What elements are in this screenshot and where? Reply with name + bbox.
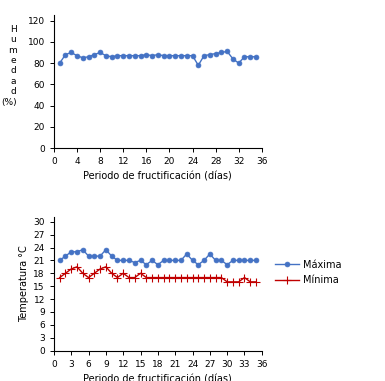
Mínima <box>173 275 177 280</box>
Máxima <box>57 258 62 263</box>
Máxima <box>202 258 206 263</box>
Máxima <box>236 258 241 263</box>
Mínima <box>63 271 68 275</box>
Mínima <box>225 280 229 284</box>
Legend: Máxima, Mínima: Máxima, Mínima <box>275 259 341 285</box>
Mínima <box>190 275 195 280</box>
Mínima <box>104 264 108 269</box>
X-axis label: Periodo de fructificación (días): Periodo de fructificación (días) <box>84 374 232 381</box>
Mínima <box>161 275 166 280</box>
Máxima <box>225 263 229 267</box>
Máxima <box>98 254 102 258</box>
Mínima <box>75 264 79 269</box>
Máxima <box>92 254 97 258</box>
Mínima <box>179 275 183 280</box>
Mínima <box>121 271 126 275</box>
Máxima <box>115 258 120 263</box>
Máxima <box>242 258 247 263</box>
Máxima <box>86 254 91 258</box>
Mínima <box>248 280 253 284</box>
Máxima <box>104 247 108 252</box>
Máxima <box>121 258 126 263</box>
Mínima <box>219 275 224 280</box>
Mínima <box>184 275 189 280</box>
Máxima <box>196 263 201 267</box>
Máxima <box>248 258 253 263</box>
Mínima <box>80 271 85 275</box>
Máxima <box>167 258 172 263</box>
Line: Máxima: Máxima <box>57 247 258 267</box>
X-axis label: Periodo de fructificación (días): Periodo de fructificación (días) <box>84 172 232 182</box>
Mínima <box>115 275 120 280</box>
Mínima <box>242 275 247 280</box>
Máxima <box>254 258 258 263</box>
Mínima <box>98 267 102 271</box>
Máxima <box>144 263 149 267</box>
Mínima <box>202 275 206 280</box>
Máxima <box>63 254 68 258</box>
Máxima <box>109 254 114 258</box>
Máxima <box>132 260 137 265</box>
Mínima <box>92 271 97 275</box>
Máxima <box>231 258 235 263</box>
Mínima <box>231 280 235 284</box>
Máxima <box>190 258 195 263</box>
Máxima <box>80 247 85 252</box>
Máxima <box>179 258 183 263</box>
Máxima <box>127 258 131 263</box>
Mínima <box>132 275 137 280</box>
Mínima <box>196 275 201 280</box>
Máxima <box>75 250 79 254</box>
Máxima <box>156 263 160 267</box>
Mínima <box>109 271 114 275</box>
Y-axis label: Temperatura °C: Temperatura °C <box>19 246 29 322</box>
Mínima <box>69 267 74 271</box>
Máxima <box>173 258 177 263</box>
Máxima <box>161 258 166 263</box>
Máxima <box>69 250 74 254</box>
Máxima <box>213 258 218 263</box>
Mínima <box>127 275 131 280</box>
Line: Mínima: Mínima <box>56 263 260 286</box>
Mínima <box>213 275 218 280</box>
Mínima <box>236 280 241 284</box>
Mínima <box>150 275 154 280</box>
Mínima <box>156 275 160 280</box>
Máxima <box>150 258 154 263</box>
Mínima <box>208 275 212 280</box>
Mínima <box>167 275 172 280</box>
Máxima <box>138 258 143 263</box>
Máxima <box>184 252 189 256</box>
Máxima <box>219 258 224 263</box>
Mínima <box>144 275 149 280</box>
Mínima <box>138 271 143 275</box>
Máxima <box>208 252 212 256</box>
Mínima <box>57 275 62 280</box>
Mínima <box>86 275 91 280</box>
Y-axis label: H
u
m
e
d
a
d
(%): H u m e d a d (%) <box>1 25 17 107</box>
Mínima <box>254 280 258 284</box>
